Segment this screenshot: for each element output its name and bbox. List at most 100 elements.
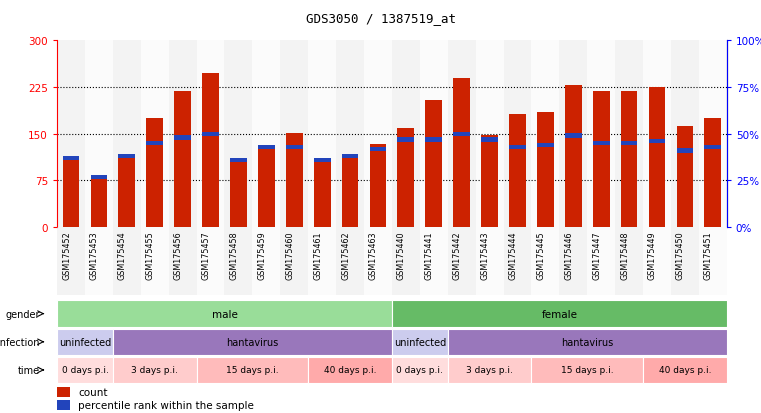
- Bar: [85, 228, 113, 296]
- Text: GDS3050 / 1387519_at: GDS3050 / 1387519_at: [305, 12, 456, 25]
- Text: GSM175447: GSM175447: [592, 231, 601, 280]
- Text: infection: infection: [0, 337, 40, 347]
- Bar: [253, 41, 280, 228]
- Bar: [537, 143, 554, 148]
- Bar: [308, 228, 336, 296]
- Bar: [113, 41, 141, 228]
- Bar: [565, 86, 581, 228]
- Text: GSM175449: GSM175449: [648, 231, 657, 280]
- Bar: [392, 329, 447, 355]
- Bar: [342, 154, 358, 159]
- Bar: [196, 357, 308, 383]
- Text: GSM175444: GSM175444: [508, 231, 517, 279]
- Bar: [308, 357, 392, 383]
- Bar: [392, 228, 420, 296]
- Bar: [397, 128, 414, 228]
- Text: GSM175463: GSM175463: [369, 231, 378, 279]
- Bar: [113, 329, 392, 355]
- Text: GSM175461: GSM175461: [314, 231, 322, 279]
- Bar: [119, 154, 135, 159]
- Bar: [224, 41, 253, 228]
- Bar: [57, 400, 70, 410]
- Text: GSM175459: GSM175459: [257, 231, 266, 280]
- Bar: [531, 41, 559, 228]
- Bar: [537, 113, 554, 228]
- Text: 3 days p.i.: 3 days p.i.: [132, 366, 178, 375]
- Bar: [565, 134, 581, 138]
- Text: count: count: [78, 387, 107, 397]
- Text: GSM175445: GSM175445: [537, 231, 546, 280]
- Bar: [91, 178, 107, 228]
- Bar: [258, 145, 275, 150]
- Text: GSM175462: GSM175462: [341, 231, 350, 280]
- Bar: [169, 228, 196, 296]
- Bar: [364, 41, 392, 228]
- Bar: [342, 156, 358, 228]
- Bar: [621, 92, 638, 228]
- Text: 0 days p.i.: 0 days p.i.: [62, 366, 108, 375]
- Text: GSM175448: GSM175448: [620, 231, 629, 279]
- Bar: [420, 41, 447, 228]
- Bar: [258, 150, 275, 228]
- Bar: [504, 228, 531, 296]
- Bar: [593, 142, 610, 146]
- Text: GSM175453: GSM175453: [90, 231, 99, 280]
- Bar: [146, 142, 163, 146]
- Bar: [677, 127, 693, 228]
- Text: GSM175458: GSM175458: [230, 231, 238, 280]
- Bar: [447, 329, 727, 355]
- Bar: [481, 138, 498, 142]
- Text: GSM175451: GSM175451: [704, 231, 713, 280]
- Bar: [308, 41, 336, 228]
- Bar: [476, 41, 504, 228]
- Bar: [141, 41, 169, 228]
- Bar: [174, 136, 191, 140]
- Text: uninfected: uninfected: [59, 337, 111, 347]
- Bar: [447, 228, 476, 296]
- Bar: [671, 228, 699, 296]
- Bar: [196, 228, 224, 296]
- Text: 0 days p.i.: 0 days p.i.: [396, 366, 443, 375]
- Bar: [286, 145, 303, 150]
- Bar: [364, 228, 392, 296]
- Bar: [253, 228, 280, 296]
- Bar: [370, 145, 387, 228]
- Text: 40 days p.i.: 40 days p.i.: [659, 366, 711, 375]
- Text: hantavirus: hantavirus: [561, 337, 613, 347]
- Bar: [57, 329, 113, 355]
- Text: percentile rank within the sample: percentile rank within the sample: [78, 400, 254, 410]
- Text: 40 days p.i.: 40 days p.i.: [324, 366, 376, 375]
- Text: male: male: [212, 309, 237, 319]
- Bar: [481, 136, 498, 228]
- Text: 15 days p.i.: 15 days p.i.: [561, 366, 613, 375]
- Bar: [447, 41, 476, 228]
- Bar: [587, 228, 615, 296]
- Bar: [85, 41, 113, 228]
- Bar: [615, 41, 643, 228]
- Bar: [146, 119, 163, 228]
- Text: female: female: [541, 309, 578, 319]
- Text: GSM175446: GSM175446: [565, 231, 573, 279]
- Bar: [705, 145, 721, 150]
- Bar: [615, 228, 643, 296]
- Bar: [509, 114, 526, 228]
- Bar: [425, 100, 442, 228]
- Text: gender: gender: [5, 309, 40, 319]
- Bar: [286, 133, 303, 228]
- Bar: [57, 387, 70, 397]
- Text: uninfected: uninfected: [393, 337, 446, 347]
- Bar: [57, 357, 113, 383]
- Bar: [447, 357, 531, 383]
- Bar: [677, 149, 693, 153]
- Bar: [476, 228, 504, 296]
- Bar: [621, 142, 638, 146]
- Text: GSM175452: GSM175452: [62, 231, 71, 280]
- Bar: [509, 145, 526, 150]
- Text: 15 days p.i.: 15 days p.i.: [226, 366, 279, 375]
- Bar: [280, 228, 308, 296]
- Text: GSM175455: GSM175455: [146, 231, 154, 280]
- Bar: [62, 157, 79, 161]
- Bar: [559, 41, 587, 228]
- Text: GSM175442: GSM175442: [453, 231, 462, 280]
- Bar: [392, 41, 420, 228]
